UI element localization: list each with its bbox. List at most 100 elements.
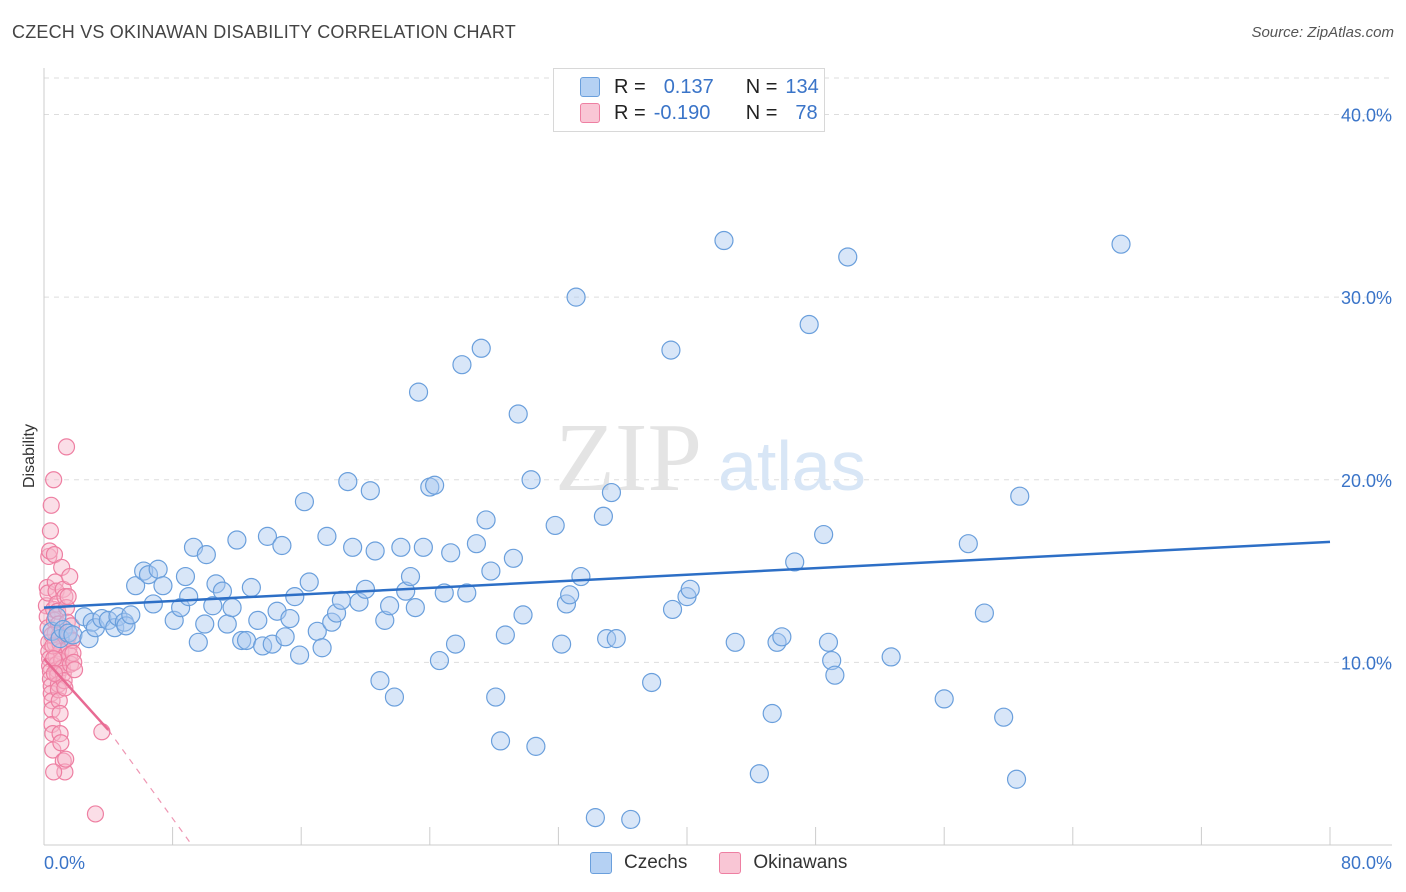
- czech-point: [212, 581, 233, 601]
- czech-point: [476, 510, 496, 530]
- okinawan-point: [57, 750, 75, 768]
- source-label: Source: ZipAtlas.com: [1251, 24, 1394, 41]
- czech-point: [1111, 234, 1131, 254]
- okinawan-point: [45, 471, 63, 489]
- axes: [43, 68, 1392, 846]
- okinawan-point: [51, 704, 69, 723]
- czech-point: [188, 632, 208, 652]
- okinawan-point: [61, 567, 79, 586]
- czech-point: [375, 610, 395, 630]
- y-axis-label: Disability: [21, 424, 38, 488]
- okinawan-point: [65, 653, 83, 671]
- czech-point: [466, 534, 487, 554]
- czech-point: [408, 382, 429, 402]
- okinawan-n-label: N =: [745, 101, 778, 124]
- czech-point: [116, 616, 136, 636]
- czech-point: [994, 707, 1014, 727]
- czech-point: [762, 703, 782, 724]
- czech-point: [365, 541, 385, 561]
- tick-labels: 10.0% 20.0% 30.0% 40.0% 0.0% 80.0%: [44, 106, 1392, 873]
- czech-point: [360, 481, 380, 501]
- okinawan-legend-label: Okinawans: [753, 852, 848, 873]
- okinawan-point: [43, 692, 61, 710]
- czech-point: [785, 552, 805, 572]
- czech-point: [585, 808, 605, 828]
- czech-point: [396, 581, 416, 601]
- czech-point: [597, 629, 617, 649]
- czech-point: [445, 634, 466, 654]
- czech-point: [606, 629, 626, 649]
- czech-point: [253, 636, 273, 656]
- czech-point: [413, 537, 433, 557]
- okinawan-trend-line: [43, 657, 110, 731]
- czech-point: [441, 543, 461, 563]
- czech-point: [384, 687, 405, 707]
- czech-point: [526, 736, 546, 756]
- okinawan-point: [93, 723, 111, 741]
- y-tick-label: 30.0%: [1341, 288, 1392, 308]
- czech-point: [481, 561, 501, 581]
- czech-point: [471, 338, 491, 358]
- czech-point: [818, 632, 839, 652]
- czech-point: [227, 530, 247, 550]
- stats-legend: R = 0.137 N = 134 R = -0.190 N = 78: [553, 68, 825, 132]
- okinawan-point: [42, 496, 60, 514]
- okinawan-trend-extension: [107, 729, 193, 846]
- czech-point: [822, 650, 842, 671]
- okinawan-point: [59, 588, 77, 606]
- x-tick-label: 80.0%: [1341, 853, 1392, 873]
- czech-point: [838, 247, 858, 267]
- czech-point: [1006, 769, 1027, 789]
- czech-point: [457, 583, 477, 603]
- watermark-zip: ZIP: [555, 404, 702, 512]
- watermark: ZIP atlas: [555, 404, 866, 512]
- okinawan-r-value: -0.190: [653, 101, 711, 124]
- czech-point: [661, 340, 681, 360]
- czech-point: [495, 625, 515, 645]
- czech-point: [280, 608, 300, 629]
- czech-legend-label: Czechs: [624, 852, 688, 873]
- czech-n-label: N =: [745, 75, 778, 98]
- czech-point: [934, 689, 954, 709]
- okinawan-swatch: [580, 103, 600, 123]
- legend-item-okinawans[interactable]: Okinawans: [719, 852, 847, 874]
- czech-point: [825, 665, 845, 685]
- legend-row-czechs: R = 0.137 N = 134: [580, 75, 819, 99]
- czech-point: [331, 590, 351, 610]
- czech-n-value: 134: [785, 75, 819, 98]
- czech-point: [370, 671, 390, 691]
- czech-point: [63, 625, 83, 645]
- czech-point: [486, 687, 506, 707]
- chart-title: CZECH VS OKINAWAN DISABILITY CORRELATION…: [12, 22, 516, 42]
- czech-point: [503, 548, 523, 568]
- okinawan-legend-swatch: [719, 852, 742, 874]
- okinawan-point: [45, 664, 64, 682]
- legend-item-czechs[interactable]: Czechs: [590, 852, 687, 874]
- czech-point: [814, 524, 834, 545]
- okinawan-point: [51, 725, 69, 743]
- okinawan-point: [52, 734, 70, 752]
- y-tick-label: 10.0%: [1341, 653, 1392, 673]
- czech-point: [452, 355, 472, 375]
- czech-point: [322, 612, 342, 632]
- okinawan-point: [56, 679, 74, 697]
- czech-point: [275, 627, 295, 647]
- czech-point: [121, 605, 141, 625]
- czech-r-label: R =: [614, 75, 646, 98]
- y-tick-label: 20.0%: [1341, 471, 1392, 491]
- czech-point: [257, 526, 278, 546]
- czech-point: [1010, 486, 1030, 506]
- czech-point: [148, 559, 168, 579]
- okinawan-n-value: 78: [795, 101, 818, 124]
- czech-point: [126, 576, 146, 596]
- czech-point: [217, 614, 237, 634]
- czech-point: [642, 672, 662, 693]
- y-tick-label: 40.0%: [1341, 106, 1392, 126]
- czech-point: [294, 492, 315, 512]
- czech-point: [232, 630, 252, 651]
- czech-point: [82, 612, 102, 632]
- czech-point: [593, 506, 614, 526]
- czech-point: [974, 603, 994, 623]
- czech-point: [799, 314, 819, 335]
